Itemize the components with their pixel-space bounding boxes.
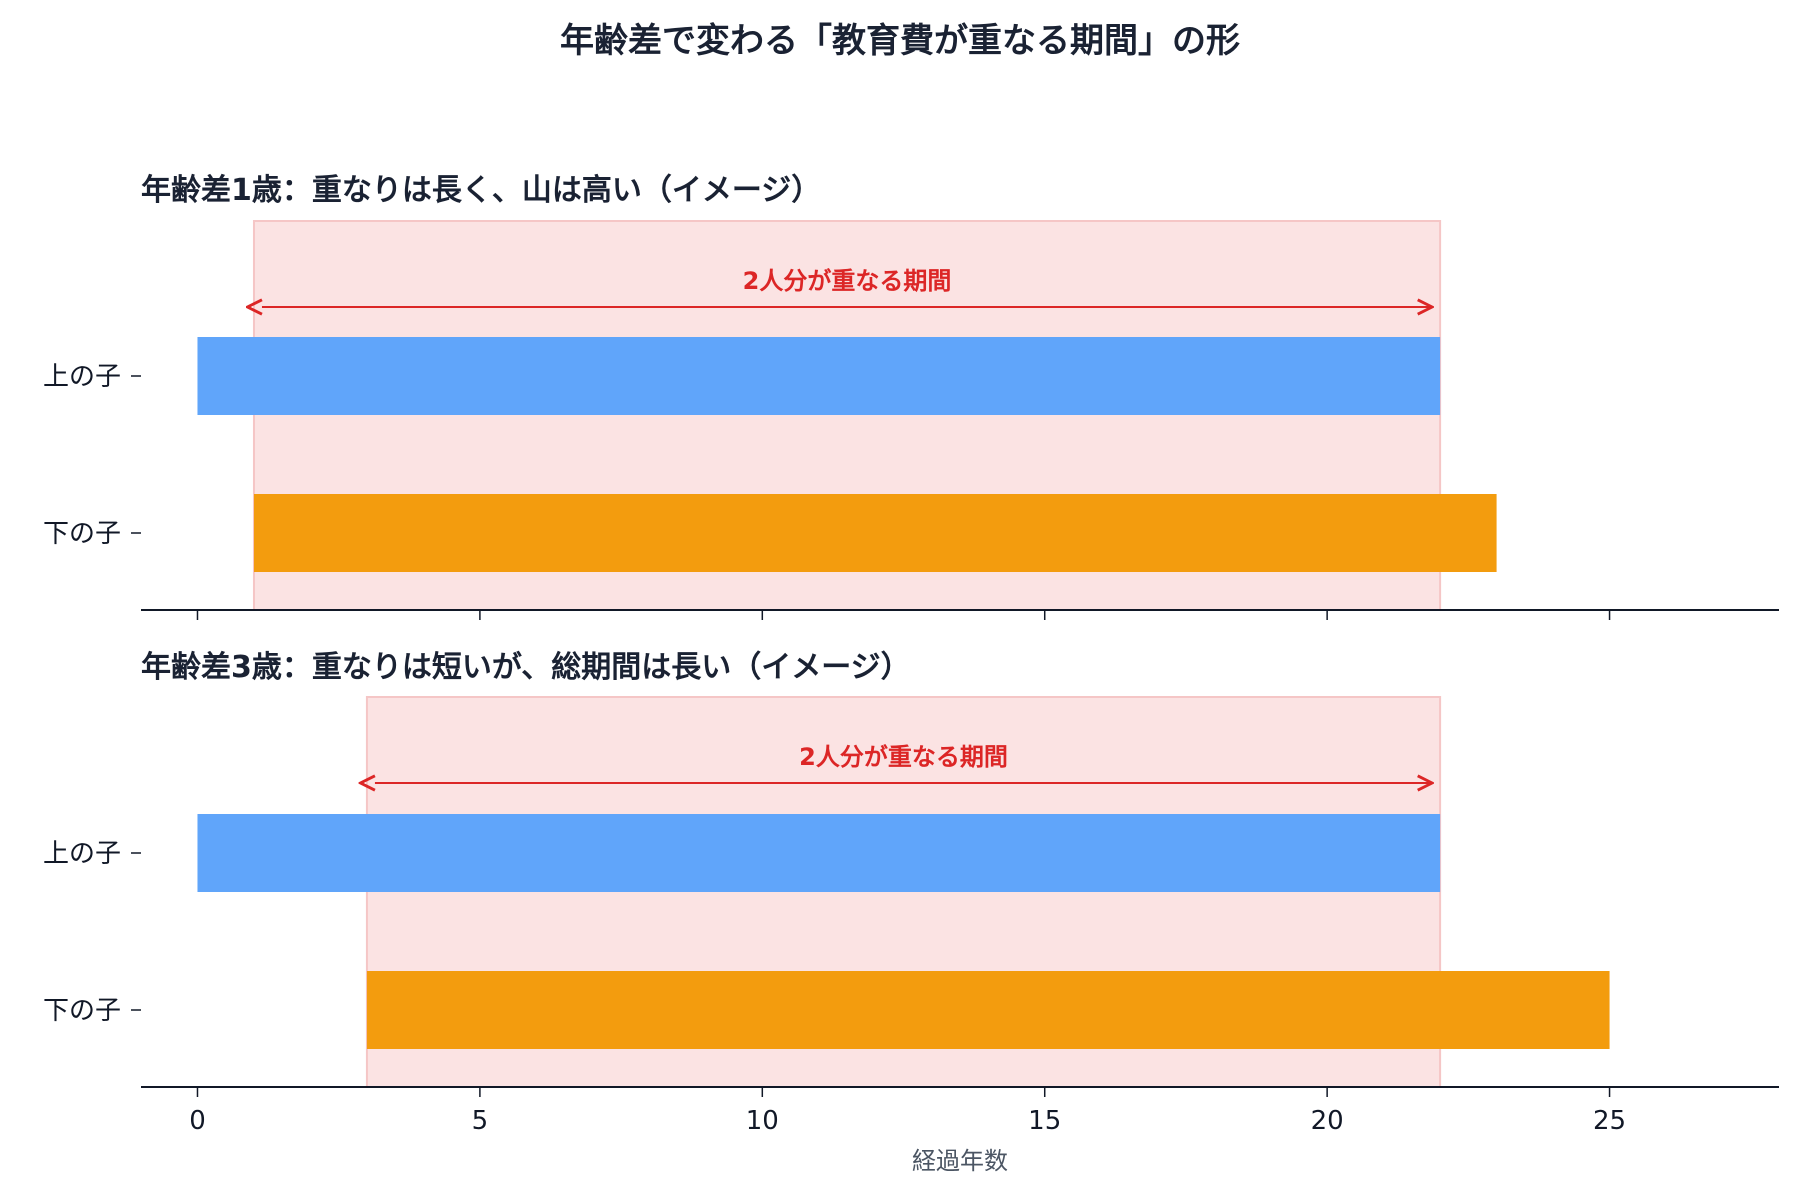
overlap-label: 2人分が重なる期間	[743, 267, 952, 295]
bar-older-child	[197, 337, 1441, 415]
panel-title: 年齢差3歳：重なりは短いが、総期間は長い（イメージ）	[141, 650, 911, 685]
x-tick-label: 25	[1593, 1106, 1626, 1136]
x-tick-label: 0	[189, 1106, 206, 1136]
overlap-label: 2人分が重なる期間	[799, 743, 1008, 771]
category-label: 下の子	[43, 519, 121, 549]
x-axis-title: 経過年数	[912, 1147, 1008, 1175]
category-label: 下の子	[43, 996, 121, 1026]
x-tick-label: 15	[1028, 1106, 1061, 1136]
x-tick-label: 5	[472, 1106, 489, 1136]
category-label: 上の子	[43, 839, 121, 869]
category-label: 上の子	[43, 362, 121, 392]
bar-older-child	[197, 814, 1441, 892]
x-tick-label: 10	[746, 1106, 779, 1136]
x-tick-label: 20	[1311, 1106, 1344, 1136]
bar-younger-child	[253, 494, 1497, 572]
panel-title: 年齢差1歳：重なりは長く、山は高い（イメージ）	[141, 173, 821, 208]
chart-title: 年齢差で変わる「教育費が重なる期間」の形	[560, 21, 1240, 61]
bar-younger-child	[366, 971, 1610, 1049]
